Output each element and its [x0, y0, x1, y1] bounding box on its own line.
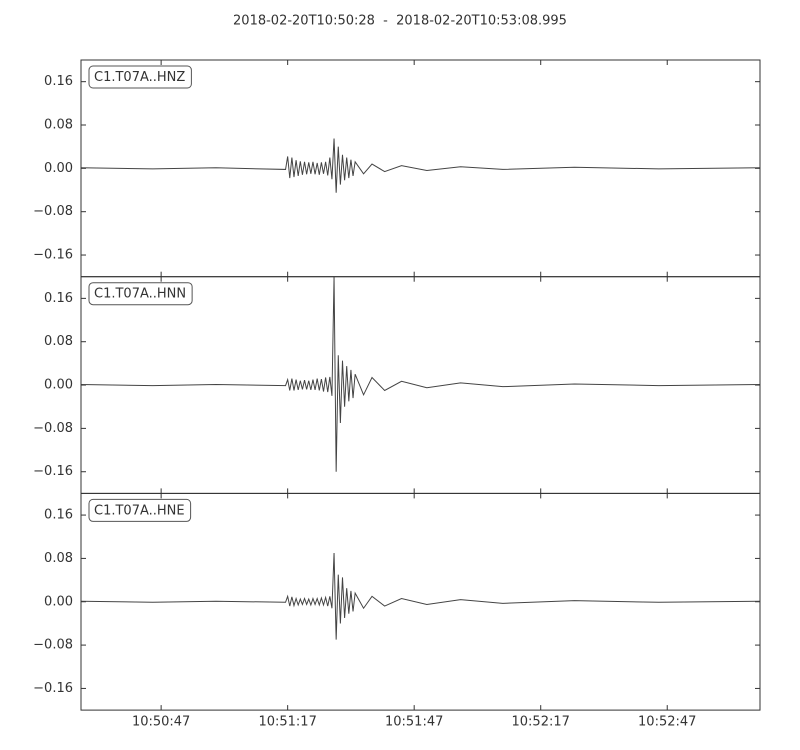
waveform: [81, 138, 760, 193]
label-box: [88, 65, 192, 89]
y-tick-label: 0.16: [44, 74, 73, 89]
chart-title: 2018-02-20T10:50:28 - 2018-02-20T10:53:0…: [233, 14, 567, 29]
y-tick-label: 0.16: [44, 508, 73, 523]
label-box: [88, 498, 192, 522]
waveform: [81, 552, 760, 640]
y-tick-label: 0.00: [44, 378, 73, 393]
y-tick-label: −0.16: [33, 464, 73, 479]
plot-frame: [80, 492, 761, 711]
x-tick-label: 10:50:47: [132, 715, 190, 730]
y-tick-label: −0.08: [33, 204, 73, 219]
y-tick-label: −0.08: [33, 421, 73, 436]
y-tick-label: 0.00: [44, 161, 73, 176]
y-tick-label: −0.16: [33, 681, 73, 696]
y-tick-label: 0.08: [44, 551, 73, 566]
trace-label: C1.T07A..HNE: [94, 503, 185, 518]
x-tick-label: 10:52:47: [638, 715, 696, 730]
y-tick-label: −0.16: [33, 248, 73, 263]
x-tick-label: 10:52:17: [512, 715, 570, 730]
x-tick-label: 10:51:47: [385, 715, 443, 730]
waveform: [81, 276, 760, 472]
y-tick-label: −0.08: [33, 638, 73, 653]
trace-label: C1.T07A..HNN: [94, 287, 186, 302]
label-box: [88, 282, 193, 306]
trace-label: C1.T07A..HNZ: [94, 70, 185, 85]
y-tick-label: 0.16: [44, 291, 73, 306]
y-tick-label: 0.00: [44, 594, 73, 609]
y-tick-label: 0.08: [44, 118, 73, 133]
x-tick-label: 10:51:17: [258, 715, 316, 730]
y-tick-label: 0.08: [44, 334, 73, 349]
